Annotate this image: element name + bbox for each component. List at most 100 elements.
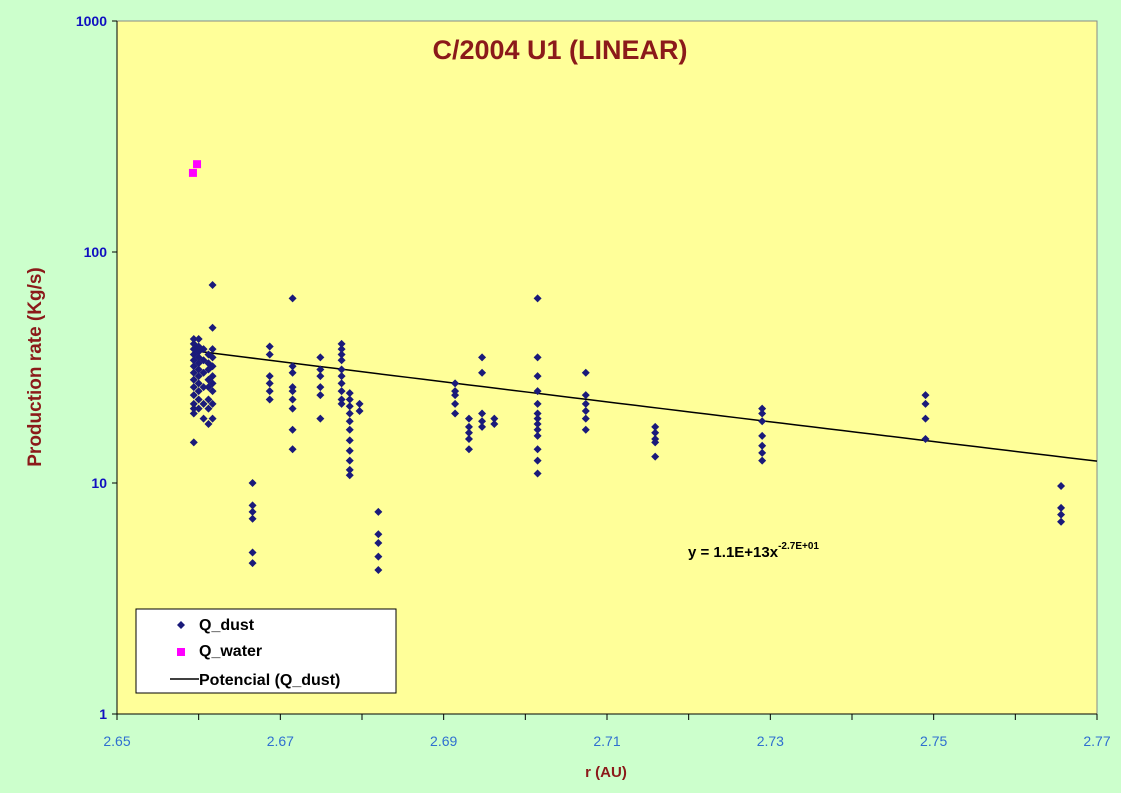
q-dust-point bbox=[199, 383, 208, 392]
q-dust-point bbox=[189, 399, 198, 408]
chart-title: C/2004 U1 (LINEAR) bbox=[432, 35, 687, 65]
q-dust-point bbox=[208, 362, 217, 371]
q-dust-point bbox=[248, 479, 257, 487]
q-dust-point bbox=[1057, 517, 1066, 526]
q-dust-point bbox=[533, 409, 542, 418]
q-dust-point bbox=[337, 387, 346, 396]
q-dust-point bbox=[478, 368, 487, 377]
x-axis-ticks: 2.65 2.67 2.69 2.71 2.73 2.75 2.77 bbox=[103, 714, 1111, 749]
legend: Q_dust Q_water Potencial (Q_dust) bbox=[135, 608, 397, 694]
q-dust-point bbox=[374, 530, 383, 539]
q-dust-point bbox=[337, 395, 346, 404]
q-dust-point bbox=[194, 387, 203, 396]
q-dust-point bbox=[337, 339, 346, 348]
q-dust-point bbox=[533, 456, 542, 465]
q-dust-point bbox=[194, 379, 203, 388]
legend-label-q-water: Q_water bbox=[199, 643, 262, 660]
q-dust-point bbox=[345, 395, 354, 404]
q-dust-point bbox=[204, 404, 213, 413]
q-dust-point bbox=[478, 422, 487, 431]
y-tick-label: 10 bbox=[91, 475, 107, 491]
q-dust-point bbox=[316, 365, 325, 374]
q-dust-point bbox=[355, 399, 364, 408]
x-tick-label: 2.77 bbox=[1083, 733, 1110, 749]
q-dust-point bbox=[921, 399, 930, 408]
q-dust-point bbox=[316, 372, 325, 381]
q-dust-point bbox=[288, 383, 297, 392]
q-dust-point bbox=[248, 501, 257, 510]
plot-area bbox=[116, 20, 1098, 715]
q-dust-point bbox=[208, 345, 217, 354]
q-dust-point bbox=[345, 436, 354, 445]
q-dust-point bbox=[478, 409, 487, 418]
q-dust-point bbox=[758, 417, 767, 426]
legend-diamond-marker bbox=[177, 621, 185, 629]
q-dust-point bbox=[464, 428, 473, 437]
q-dust-point bbox=[651, 452, 660, 461]
q-dust-point bbox=[490, 420, 499, 429]
q-dust-point bbox=[248, 514, 257, 523]
q-dust-point bbox=[451, 379, 460, 388]
q-dust-point bbox=[345, 471, 354, 480]
q-dust-point bbox=[533, 420, 542, 429]
legend-marker-q-water bbox=[177, 648, 185, 656]
q-dust-point bbox=[581, 399, 590, 408]
q-dust-point bbox=[533, 399, 542, 408]
q-dust-point bbox=[288, 425, 297, 434]
q-dust-point bbox=[451, 387, 460, 396]
q-dust-point bbox=[194, 365, 203, 374]
data-points bbox=[188, 160, 1066, 575]
q-dust-point bbox=[651, 428, 660, 437]
trendline-potencial bbox=[198, 350, 1098, 462]
q-dust-point bbox=[651, 422, 660, 431]
q-dust-point bbox=[533, 445, 542, 454]
q-dust-point bbox=[189, 383, 198, 392]
q-dust-point bbox=[208, 323, 217, 332]
q-dust-point bbox=[199, 345, 208, 354]
q-dust-point bbox=[651, 435, 660, 444]
q-dust-point bbox=[374, 566, 383, 575]
q-dust-point bbox=[758, 448, 767, 457]
q-dust-point bbox=[464, 435, 473, 444]
q-dust-point bbox=[199, 414, 208, 423]
q-dust-point bbox=[345, 417, 354, 426]
q-dust-point bbox=[337, 350, 346, 359]
q-dust-point bbox=[204, 420, 213, 429]
x-axis-label: r (AU) bbox=[585, 764, 627, 781]
q-dust-point bbox=[265, 350, 274, 359]
q-dust-point bbox=[208, 379, 217, 388]
q-dust-point bbox=[345, 389, 354, 398]
q-dust-point bbox=[758, 441, 767, 450]
q-dust-point bbox=[288, 404, 297, 413]
q-dust-point bbox=[316, 353, 325, 362]
q-dust-point bbox=[208, 353, 217, 362]
q-dust-point bbox=[189, 438, 198, 447]
q-dust-point bbox=[189, 391, 198, 400]
q-dust-point bbox=[921, 435, 930, 444]
q-dust-point bbox=[337, 356, 346, 365]
q-dust-point bbox=[265, 387, 274, 396]
q-dust-point bbox=[355, 406, 364, 415]
q-dust-point bbox=[464, 445, 473, 454]
q-dust-point bbox=[265, 379, 274, 388]
q-dust-point bbox=[758, 404, 767, 413]
q-dust-point bbox=[194, 372, 203, 381]
q-dust-point bbox=[189, 375, 198, 384]
y-tick-label: 1000 bbox=[76, 13, 107, 29]
q-dust-point bbox=[288, 395, 297, 404]
q-dust-point bbox=[581, 425, 590, 434]
q-dust-point bbox=[265, 395, 274, 404]
q-dust-point bbox=[533, 414, 542, 423]
equation-text: y = 1.1E+13x-2.7E+01 bbox=[688, 541, 819, 561]
q-dust-point bbox=[921, 414, 930, 423]
legend-label-q-dust: Q_dust bbox=[199, 617, 255, 634]
q-dust-point bbox=[204, 395, 213, 404]
q-dust-point bbox=[337, 379, 346, 388]
q-dust-point bbox=[533, 294, 542, 303]
q-dust-point bbox=[189, 368, 198, 377]
equation-exponent: -2.7E+01 bbox=[778, 541, 819, 552]
y-tick-label: 1 bbox=[99, 706, 107, 722]
q-dust-point bbox=[581, 406, 590, 415]
trendline-group bbox=[198, 350, 1098, 462]
